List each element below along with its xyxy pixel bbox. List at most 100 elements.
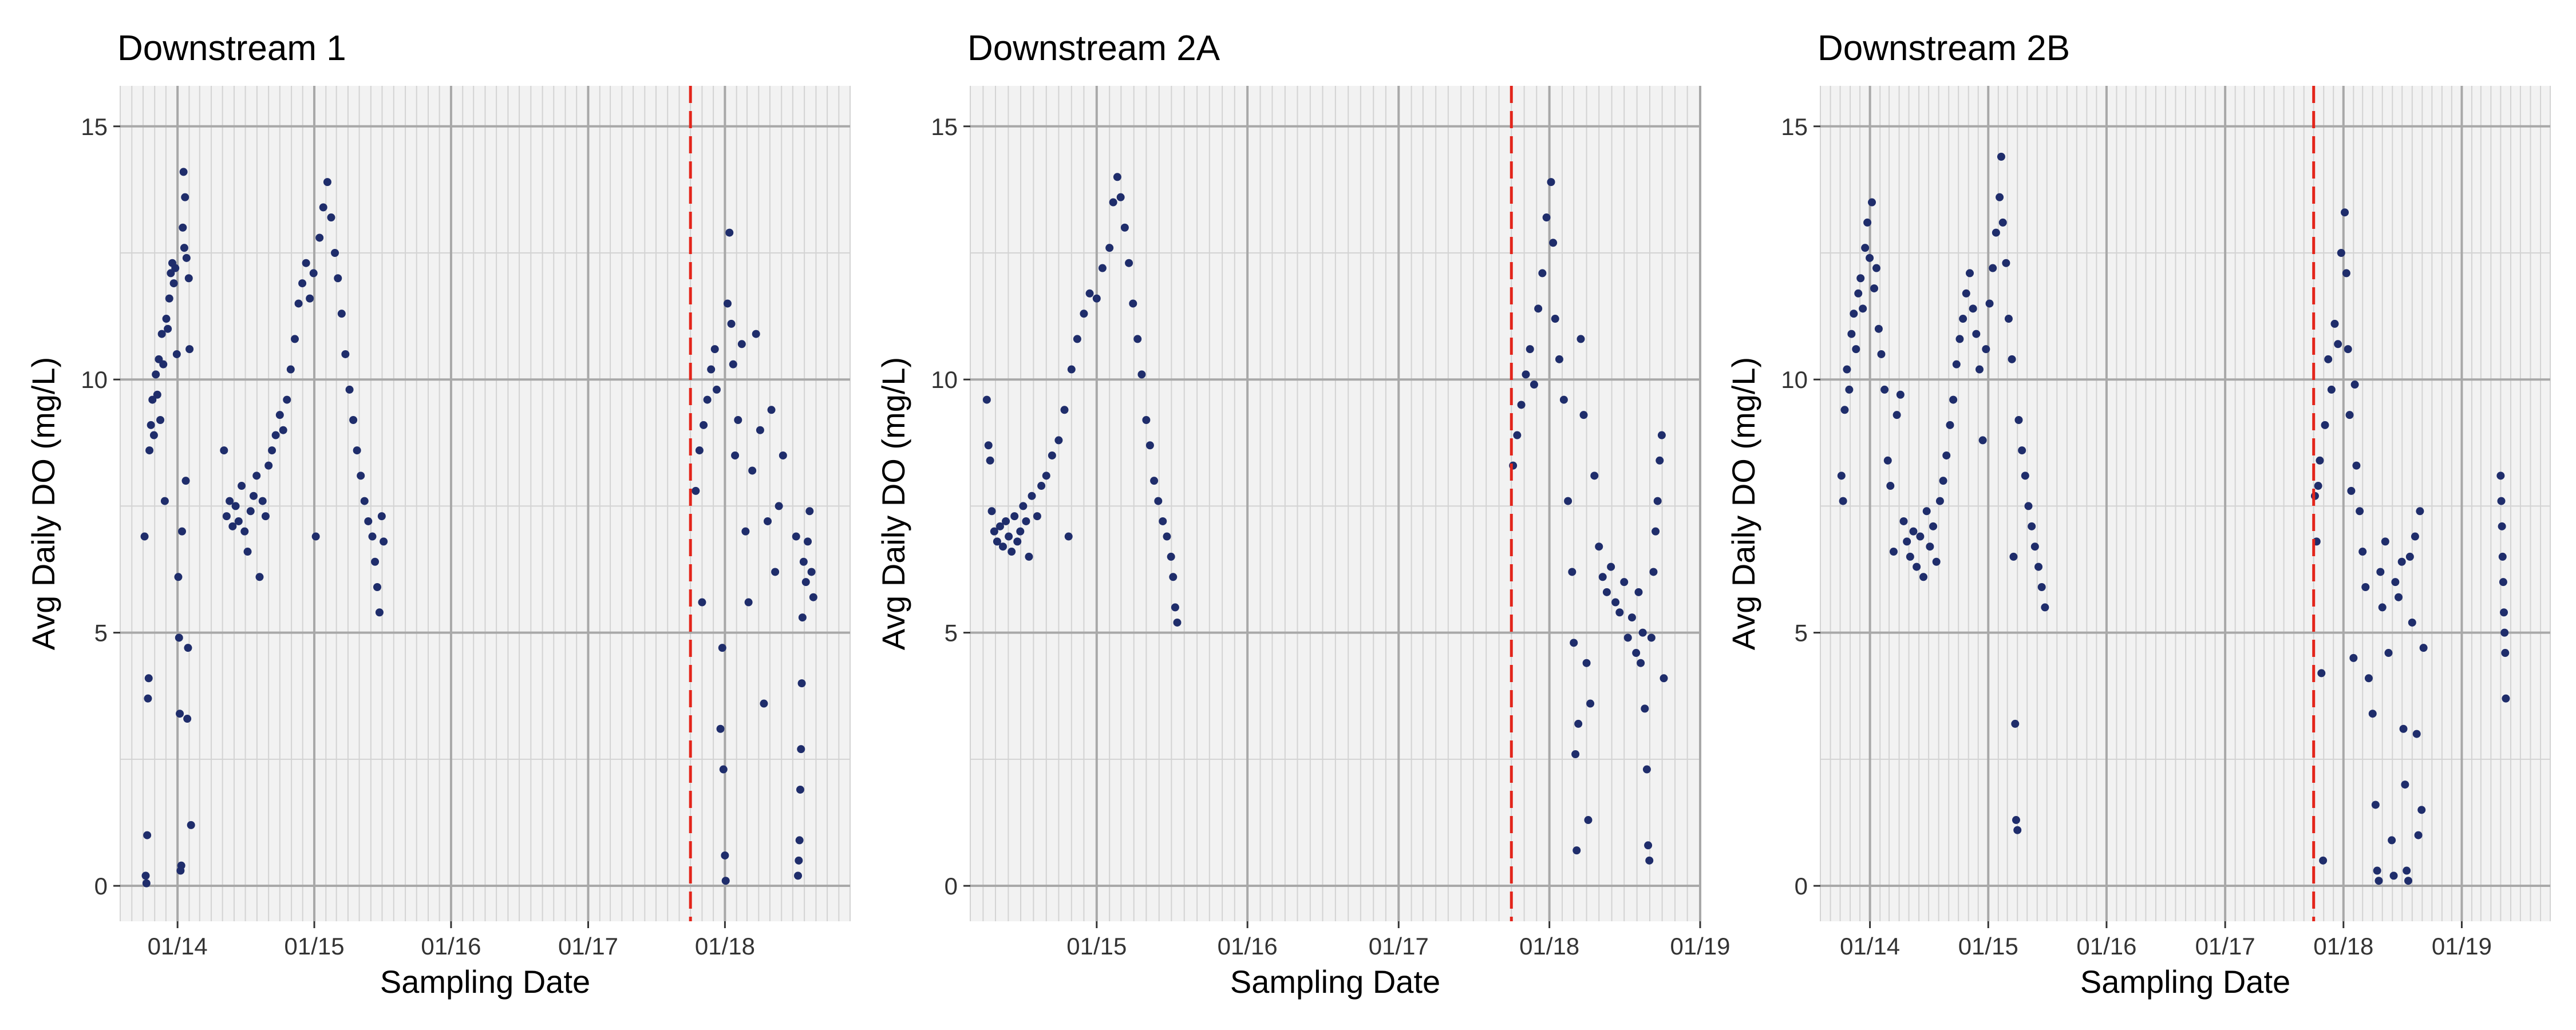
data-point — [727, 319, 736, 328]
data-point — [797, 679, 806, 688]
data-point — [2498, 552, 2507, 561]
data-point — [258, 497, 267, 505]
data-point — [748, 466, 757, 475]
data-point — [993, 537, 1001, 546]
data-point — [2319, 856, 2328, 865]
data-point — [999, 542, 1008, 551]
data-point — [345, 385, 354, 394]
data-point — [2378, 603, 2387, 612]
data-point — [2012, 816, 2020, 825]
data-point — [1657, 431, 1666, 439]
data-point — [719, 765, 728, 774]
x-tick-label: 01/15 — [284, 933, 344, 960]
data-point — [1868, 198, 1876, 207]
data-point — [1877, 350, 1886, 358]
data-point — [1926, 542, 1934, 551]
data-point — [1534, 304, 1543, 313]
data-point — [2330, 319, 2339, 328]
data-point — [2349, 653, 2358, 662]
data-point — [2389, 871, 2398, 880]
data-point — [1129, 299, 1137, 308]
data-point — [373, 583, 381, 591]
data-point — [1998, 218, 2007, 227]
data-point — [1137, 370, 1146, 379]
data-point — [2327, 385, 2336, 394]
data-point — [1922, 507, 1931, 516]
data-point — [231, 502, 240, 510]
data-point — [1989, 264, 1997, 272]
data-point — [1025, 552, 1033, 561]
data-point — [1660, 674, 1668, 683]
data-point — [721, 877, 730, 885]
data-point — [184, 644, 192, 652]
data-point — [805, 507, 814, 516]
data-point — [2347, 486, 2356, 495]
data-point — [371, 557, 380, 566]
data-point — [2384, 649, 2393, 657]
data-point — [1167, 552, 1175, 561]
data-point — [2013, 826, 2022, 834]
data-point — [319, 203, 327, 212]
data-point — [1843, 365, 1851, 374]
data-point — [360, 497, 369, 505]
data-point — [2004, 315, 2013, 323]
data-point — [1584, 816, 1593, 825]
data-point — [1932, 557, 1941, 566]
data-point — [275, 411, 284, 419]
data-point — [302, 259, 310, 267]
data-point — [1642, 765, 1651, 774]
data-point — [1886, 482, 1895, 490]
data-point — [1080, 310, 1088, 318]
data-point — [1955, 335, 1964, 343]
data-point — [271, 431, 280, 439]
data-point — [1962, 289, 1970, 298]
data-point — [982, 395, 991, 404]
data-point — [1551, 315, 1559, 323]
data-point — [250, 492, 258, 500]
data-point — [775, 502, 783, 510]
data-point — [1571, 750, 1580, 758]
data-point — [2403, 866, 2411, 875]
x-tick-label: 01/15 — [1066, 933, 1127, 960]
data-point — [1906, 552, 1914, 561]
data-point — [2391, 578, 2400, 587]
data-point — [169, 279, 178, 288]
data-point — [1145, 441, 1154, 450]
data-point — [144, 674, 153, 683]
data-point — [341, 350, 350, 358]
data-point — [2002, 259, 2010, 267]
data-point — [1133, 335, 1142, 343]
data-point — [1870, 284, 1878, 292]
data-point — [1985, 299, 1994, 308]
data-point — [175, 633, 183, 642]
data-point — [323, 178, 331, 187]
data-point — [2316, 456, 2324, 465]
x-tick-label: 01/18 — [1519, 933, 1579, 960]
y-tick-label: 15 — [1781, 113, 1808, 140]
y-tick-label: 5 — [1795, 620, 1808, 647]
x-tick-label: 01/15 — [1958, 933, 2018, 960]
data-point — [1109, 198, 1117, 207]
data-point — [2412, 730, 2421, 738]
data-point — [1002, 517, 1010, 525]
data-point — [807, 568, 816, 576]
data-point — [1942, 451, 1951, 459]
data-point — [2014, 416, 2023, 424]
panel-title: Downstream 2B — [1818, 29, 2070, 68]
data-point — [1150, 477, 1159, 485]
data-point — [1627, 613, 1636, 622]
data-point — [141, 871, 150, 880]
data-point — [368, 532, 377, 541]
data-point — [710, 345, 719, 354]
data-point — [1996, 193, 2004, 201]
data-point — [767, 406, 776, 414]
data-point — [1033, 512, 1041, 521]
data-point — [2414, 831, 2423, 839]
data-point — [1598, 573, 1607, 581]
data-point — [234, 517, 243, 525]
data-point — [1120, 223, 1129, 232]
data-point — [246, 507, 255, 516]
data-point — [1959, 315, 1967, 323]
data-point — [1547, 178, 1555, 187]
data-point — [721, 851, 729, 859]
